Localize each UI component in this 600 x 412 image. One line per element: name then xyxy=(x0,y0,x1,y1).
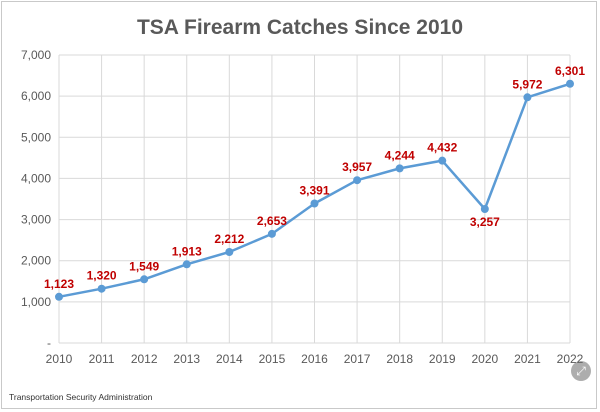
data-point xyxy=(310,199,319,208)
source-note: Transportation Security Administration xyxy=(9,392,153,402)
data-point xyxy=(480,204,489,213)
y-tick-label: 5,000 xyxy=(21,130,51,144)
data-point xyxy=(97,284,106,293)
y-tick-label: - xyxy=(47,336,51,350)
data-label: 1,549 xyxy=(129,259,159,273)
data-label: 3,957 xyxy=(342,160,372,174)
y-tick-label: 2,000 xyxy=(21,254,51,268)
data-label: 1,913 xyxy=(172,244,202,258)
y-tick-label: 1,000 xyxy=(21,295,51,309)
data-label: 3,257 xyxy=(470,215,500,229)
data-point xyxy=(140,275,149,284)
data-point xyxy=(267,229,276,238)
x-tick-label: 2020 xyxy=(471,352,498,366)
data-labels: 1,123 1,320 1,549 1,913 2,212 2,653 3,391 3,957… xyxy=(44,64,585,291)
x-tick-label: 2011 xyxy=(89,352,115,366)
x-tick-label: 2014 xyxy=(216,352,243,366)
data-label: 4,432 xyxy=(427,141,457,155)
y-tick-label: 7,000 xyxy=(21,48,51,62)
chart-title: TSA Firearm Catches Since 2010 xyxy=(137,16,463,39)
data-label: 6,301 xyxy=(555,64,585,78)
data-label: 1,123 xyxy=(44,277,74,291)
data-point xyxy=(438,156,447,165)
x-tick-label: 2015 xyxy=(259,352,286,366)
x-tick-label: 2012 xyxy=(131,352,158,366)
data-point xyxy=(182,260,191,269)
data-point xyxy=(523,93,532,102)
x-tick-label: 2018 xyxy=(386,352,413,366)
y-axis-ticks: - 1,000 2,000 3,000 4,000 5,000 6,000 7,000 xyxy=(21,48,51,350)
data-point xyxy=(566,79,574,88)
y-tick-label: 3,000 xyxy=(21,213,51,227)
data-point xyxy=(395,164,404,173)
x-tick-label: 2016 xyxy=(301,352,328,366)
data-label: 4,244 xyxy=(385,148,415,162)
data-points xyxy=(55,79,574,301)
y-tick-label: 6,000 xyxy=(21,89,51,103)
x-tick-label: 2019 xyxy=(429,352,456,366)
gridlines xyxy=(58,54,571,344)
x-tick-label: 2010 xyxy=(46,352,73,366)
y-tick-label: 4,000 xyxy=(21,171,51,185)
data-point xyxy=(55,292,63,301)
x-tick-label: 2013 xyxy=(173,352,200,366)
x-tick-label: 2021 xyxy=(514,352,541,366)
data-label: 2,212 xyxy=(214,232,244,246)
data-label: 1,320 xyxy=(87,269,117,283)
data-label: 3,391 xyxy=(299,183,329,197)
data-label: 5,972 xyxy=(512,77,542,91)
data-point xyxy=(353,176,362,185)
expand-arrows-icon[interactable]: ⤢ xyxy=(571,361,591,381)
x-axis-ticks: 2010 2011 2012 2013 2014 2015 2016 2017 2018 2019… xyxy=(46,352,584,366)
data-point xyxy=(225,247,234,256)
data-label: 2,653 xyxy=(257,214,287,228)
x-tick-label: 2017 xyxy=(344,352,371,366)
